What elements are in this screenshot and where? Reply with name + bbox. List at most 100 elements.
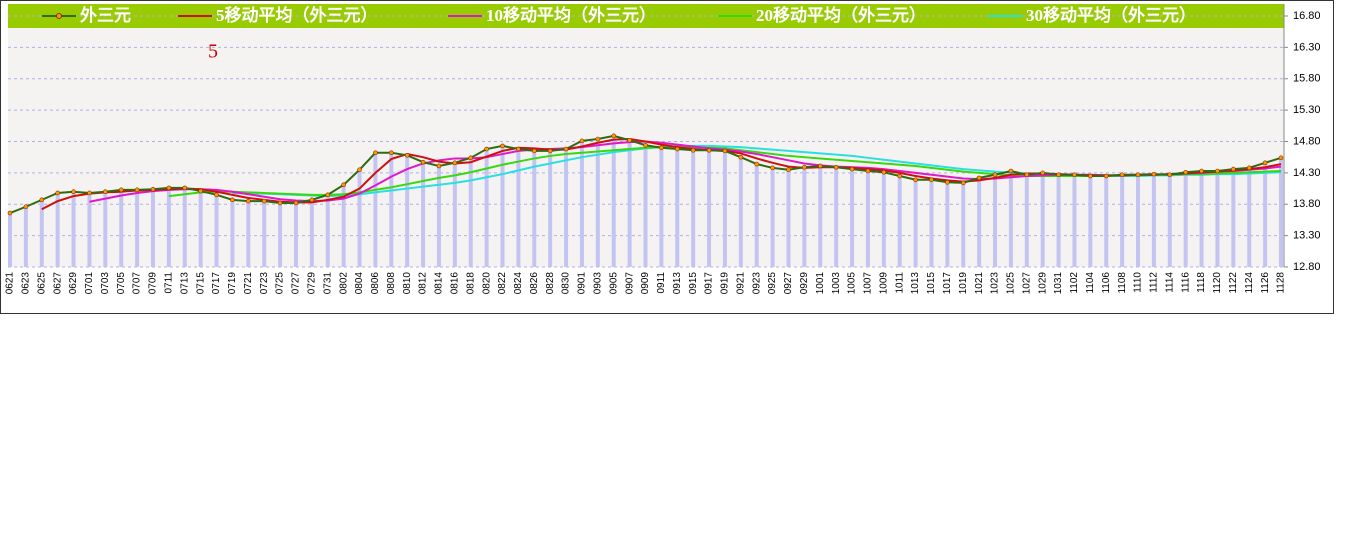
x-tick-label: 0709 [148,272,159,295]
point [103,189,108,194]
point [468,155,474,161]
bar [500,145,505,267]
bar [1104,176,1109,267]
legend-label: 20移动平均（外三元） [756,5,926,25]
bar [1215,170,1220,267]
point [388,150,394,156]
point [531,148,537,154]
bar [1263,162,1268,267]
x-tick-label: 0927 [783,272,794,295]
bar [865,170,870,267]
point [134,187,140,193]
x-tick-label: 1021 [974,272,985,295]
point [373,150,378,156]
x-tick-label: 0816 [449,272,460,295]
bar [691,150,696,267]
bar [119,189,124,267]
x-tick-label: 0627 [52,272,63,295]
x-tick-label: 0909 [640,272,651,295]
point [1103,173,1109,179]
x-tick-label: 0826 [529,272,540,295]
point [1040,170,1045,176]
bar [214,194,219,267]
bar [452,162,457,267]
y-tick-label: 13.30 [1293,230,1321,242]
x-tick-label: 0903 [592,272,603,295]
bar [1247,167,1252,267]
point [976,175,982,181]
bar [1120,174,1125,267]
x-tick-label: 0911 [656,272,667,294]
x-tick-label: 0808 [386,272,397,295]
x-tick-label: 0919 [720,272,731,295]
point [770,165,775,171]
bar [484,149,489,267]
point [1262,160,1268,166]
bar [643,145,648,267]
point [547,148,553,154]
bar [611,135,616,267]
point [261,198,267,204]
annotation: 5 [208,41,218,63]
bar [786,169,791,267]
bar [103,191,108,267]
x-tick-label: 0818 [465,272,476,295]
point [881,169,887,175]
bar [468,157,473,267]
point [706,147,712,153]
bar [8,213,12,267]
x-tick-label: 0721 [243,272,254,295]
x-tick-label: 0915 [688,272,699,295]
point [627,137,632,143]
x-tick-label: 0727 [291,272,302,295]
point [182,185,188,191]
x-tick-label: 1104 [1085,272,1096,294]
x-tick-label: 0824 [513,272,524,295]
bar [246,201,251,267]
point [817,163,823,169]
bar [1024,174,1029,267]
bar [1279,157,1283,267]
point [404,153,410,158]
point [341,182,346,188]
x-tick-label: 1118 [1196,272,1207,293]
x-tick-label: 0715 [195,272,206,295]
x-tick-label: 0713 [179,272,190,295]
point [87,190,92,196]
x-tick-label: 0925 [767,272,778,295]
x-tick-label: 0905 [608,272,619,295]
bar [802,167,807,267]
bar [1136,174,1141,267]
point [1151,171,1157,177]
x-tick-label: 1015 [926,272,937,295]
x-tick-label: 1019 [958,272,969,295]
x-tick-label: 1005 [847,272,858,295]
point [738,154,744,160]
x-tick-label: 0802 [338,272,349,295]
x-tick-label: 1126 [1260,272,1271,294]
x-tick-label: 0705 [116,272,127,295]
x-tick-label: 0723 [259,272,270,295]
point [230,197,235,203]
point [1024,172,1030,178]
point [55,190,60,196]
bar [881,172,886,267]
bar [198,191,203,267]
x-tick-label: 1031 [1053,272,1064,295]
point [150,186,156,192]
bar [961,182,966,267]
point [754,161,760,167]
bar [913,179,918,267]
x-tick-label: 1108 [1117,272,1128,294]
point [214,192,219,198]
bar [421,162,426,267]
x-tick-label: 0913 [672,272,683,295]
point [166,185,172,191]
bar [564,149,569,267]
bar [532,150,537,267]
y-tick-label: 12.80 [1293,261,1321,273]
x-tick-label: 0703 [100,272,111,295]
x-tick-label: 0814 [434,272,445,295]
x-tick-label: 0820 [481,272,492,295]
